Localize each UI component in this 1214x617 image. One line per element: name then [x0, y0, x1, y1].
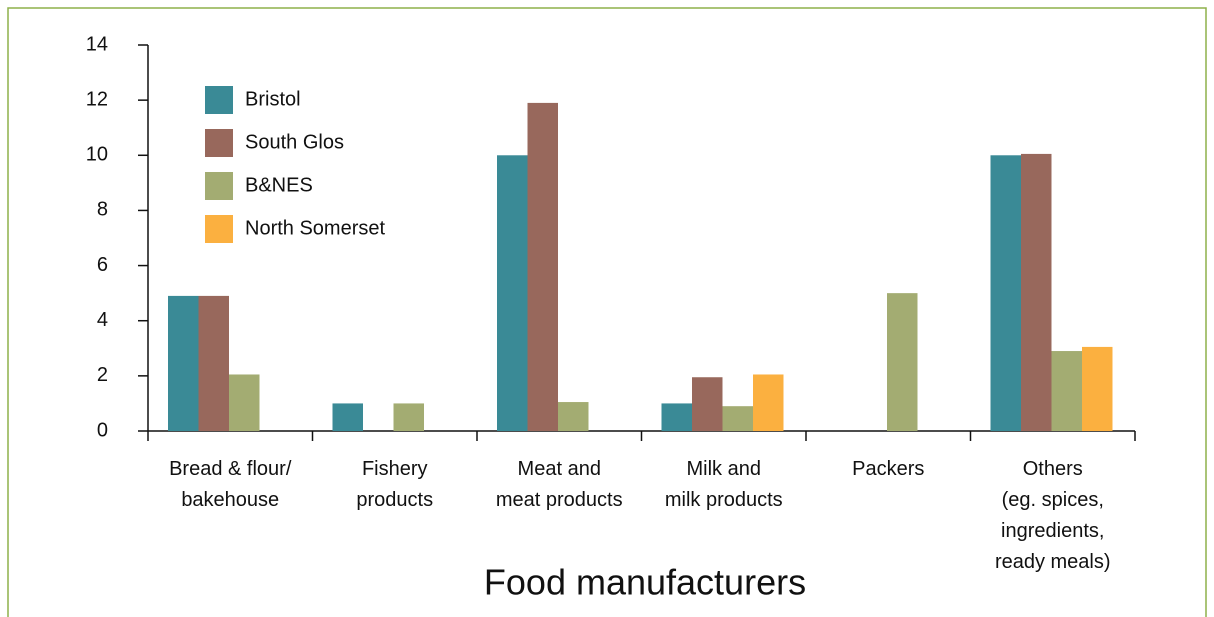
x-tick-label: Fishery products [356, 458, 433, 511]
bar [1082, 346, 1113, 431]
bar [393, 403, 424, 431]
legend-label: South Glos [245, 131, 344, 153]
y-tick-label: 14 [86, 33, 108, 55]
x-tick-label: Milk and milk products [665, 458, 783, 511]
bar [558, 402, 589, 431]
y-tick-label: 10 [86, 144, 108, 166]
legend-swatch [205, 129, 233, 157]
bar [1051, 351, 1082, 431]
bar [661, 403, 692, 431]
x-tick-label: Bread & flour/bakehouse [169, 458, 292, 511]
y-tick-label: 8 [97, 199, 108, 221]
bar [168, 295, 199, 431]
bar [1021, 153, 1052, 431]
bar [990, 155, 1021, 432]
bar [753, 374, 784, 431]
x-tick-label: Others (eg. spices, ingredients, ready meal… [995, 458, 1111, 573]
bar [198, 295, 229, 431]
y-tick-label: 6 [97, 254, 108, 276]
bar [887, 293, 918, 431]
y-tick-label: 0 [97, 419, 108, 441]
legend-swatch [205, 172, 233, 200]
legend-label: B&NES [245, 174, 313, 196]
legend-label: North Somerset [245, 217, 385, 239]
y-tick-label: 4 [97, 309, 108, 331]
bar [527, 102, 558, 432]
bar [497, 155, 528, 432]
bar [692, 377, 723, 431]
frame [7, 7, 1207, 617]
bar [229, 374, 260, 431]
legend-swatch [205, 86, 233, 114]
x-tick-label: Packers [852, 458, 924, 480]
legend-swatch [205, 215, 233, 243]
x-tick-label: Meat and meat products [496, 458, 623, 511]
chart-title: Food manufacturers [484, 562, 806, 603]
y-tick-label: 2 [97, 364, 108, 386]
legend-label: Bristol [245, 88, 301, 110]
bar [722, 406, 753, 431]
y-tick-label: 12 [86, 88, 108, 110]
bar [332, 403, 363, 431]
